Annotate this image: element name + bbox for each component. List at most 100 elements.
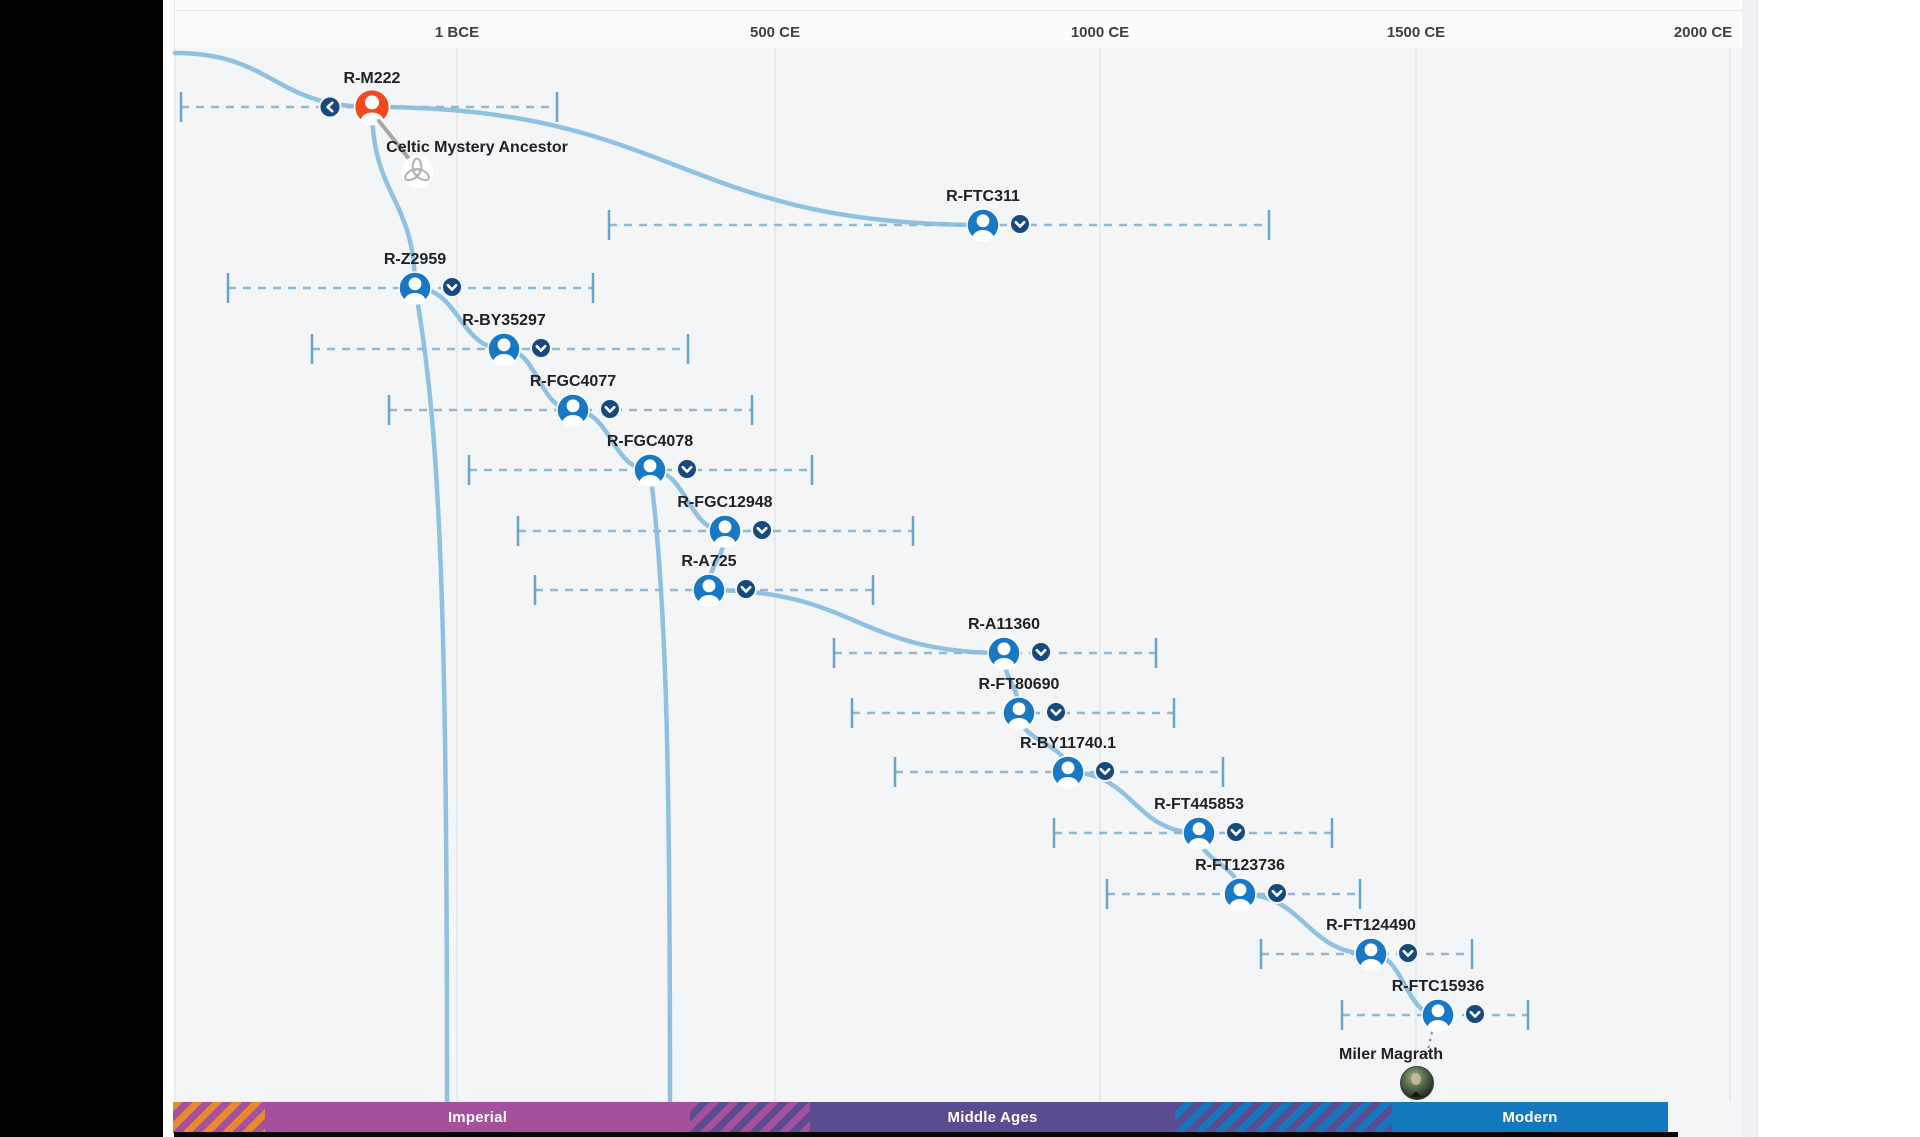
person-icon	[562, 399, 584, 426]
chevron-down-icon	[1271, 889, 1283, 897]
expand-button[interactable]	[1030, 641, 1052, 663]
haplogroup-node-R-FGC12948[interactable]	[708, 514, 742, 553]
tree-edge-offscreen-branch	[647, 469, 673, 1103]
chevron-down-icon	[1469, 1010, 1481, 1018]
haplogroup-node-R-FT80690[interactable]	[1002, 696, 1036, 735]
chevron-down-icon	[1402, 949, 1414, 957]
haplogroup-label: R-Z2959	[384, 251, 446, 268]
haplogroup-node-R-A725[interactable]	[692, 573, 726, 612]
chevron-down-icon	[1050, 708, 1062, 716]
haplogroup-label: R-M222	[344, 70, 401, 87]
confidence-whisker	[832, 638, 1158, 668]
tree-edge	[706, 587, 1007, 656]
haplogroup-node-R-Z2959[interactable]	[398, 271, 432, 310]
tree-edge	[1065, 769, 1202, 836]
haplogroup-node-R-M222[interactable]	[353, 88, 391, 132]
confidence-whisker	[850, 698, 1176, 728]
haplogroup-node-R-FTC311[interactable]	[966, 208, 1000, 247]
haplogroup-label: R-FTC15936	[1392, 978, 1485, 995]
person-icon	[360, 95, 384, 125]
person-icon	[714, 520, 736, 547]
miler-magrath-avatar[interactable]	[1400, 1066, 1434, 1100]
haplogroup-label: R-BY11740.1	[1020, 735, 1116, 752]
haplogroup-label: R-FTC311	[946, 188, 1020, 205]
expand-button[interactable]	[530, 337, 552, 359]
tree-edge	[1237, 891, 1374, 957]
right-scroll-gutter[interactable]	[1742, 0, 1758, 1137]
haplogroup-node-R-BY35297[interactable]	[487, 332, 521, 371]
axis-tick-label: 2000 CE	[1673, 24, 1733, 41]
chevron-down-icon	[535, 344, 547, 352]
era-label: Modern	[1502, 1109, 1558, 1126]
person-icon	[1427, 1004, 1449, 1031]
expand-button[interactable]	[751, 519, 773, 541]
person-icon	[1360, 943, 1382, 970]
haplogroup-label: R-BY35297	[462, 312, 546, 329]
expand-button[interactable]	[1464, 1003, 1486, 1025]
tree-edge-inbound	[172, 50, 375, 110]
tree-edge	[369, 104, 986, 228]
haplogroup-label: R-FGC4077	[530, 373, 616, 390]
expand-button[interactable]	[1094, 760, 1116, 782]
chevron-down-icon	[1230, 828, 1242, 836]
haplogroup-label: R-FT123736	[1195, 857, 1285, 874]
chevron-down-icon	[1099, 767, 1111, 775]
confidence-whisker	[607, 210, 1271, 240]
haplogroup-node-R-FTC15936[interactable]	[1421, 998, 1455, 1037]
chevron-down-icon	[681, 465, 693, 473]
expand-button[interactable]	[1397, 942, 1419, 964]
era-segment-middle-ages: Middle Ages	[810, 1102, 1175, 1133]
haplogroup-node-R-BY11740.1[interactable]	[1051, 755, 1085, 794]
haplogroup-node-R-FT124490[interactable]	[1354, 937, 1388, 976]
chevron-left-icon	[326, 101, 334, 113]
timeline-panel	[175, 0, 1742, 1137]
descendant-connector	[1425, 1031, 1433, 1060]
axis-header	[175, 0, 1742, 48]
haplogroup-label: R-FT80690	[979, 676, 1060, 693]
person-icon	[639, 459, 661, 486]
haplogroup-label: R-FGC4078	[607, 433, 693, 450]
chevron-down-icon	[446, 283, 458, 291]
expand-button[interactable]	[1045, 701, 1067, 723]
bottom-black-strip	[174, 1132, 1678, 1137]
confidence-whisker	[893, 757, 1225, 787]
person-icon	[972, 214, 994, 241]
era-transition-hatch	[173, 1102, 265, 1133]
haplogroup-label: R-FT124490	[1326, 917, 1416, 934]
axis-tick-label: 500 CE	[749, 24, 801, 41]
descendant-callout-label: Miler Magrath	[1339, 1046, 1443, 1063]
axis-tick-label: 1500 CE	[1386, 24, 1446, 41]
person-icon	[404, 277, 426, 304]
person-icon	[1188, 822, 1210, 849]
header-divider	[175, 10, 1742, 11]
chevron-down-icon	[756, 526, 768, 534]
era-label: Middle Ages	[947, 1109, 1038, 1126]
triquetra-icon[interactable]	[401, 156, 433, 188]
haplogroup-label: R-A725	[681, 553, 736, 570]
person-icon	[1229, 883, 1251, 910]
expand-button[interactable]	[735, 578, 757, 600]
person-icon	[698, 579, 720, 606]
axis-tick-label: 1 BCE	[434, 24, 480, 41]
person-icon	[993, 642, 1015, 669]
expand-button[interactable]	[441, 276, 463, 298]
chevron-down-icon	[604, 405, 616, 413]
era-transition-hatch	[1175, 1102, 1392, 1133]
expand-button[interactable]	[1225, 821, 1247, 843]
expand-button[interactable]	[1009, 213, 1031, 235]
haplogroup-node-R-A11360[interactable]	[987, 636, 1021, 675]
expand-button[interactable]	[599, 398, 621, 420]
haplogroup-node-R-FT445853[interactable]	[1182, 816, 1216, 855]
haplogroup-node-R-FGC4078[interactable]	[633, 453, 667, 492]
chevron-down-icon	[1014, 220, 1026, 228]
haplogroup-node-R-FT123736[interactable]	[1223, 877, 1257, 916]
chevron-down-icon	[1035, 648, 1047, 656]
collapse-button[interactable]	[318, 95, 342, 119]
person-icon	[493, 338, 515, 365]
expand-button[interactable]	[676, 458, 698, 480]
haplogroup-node-R-FGC4077[interactable]	[556, 393, 590, 432]
era-segment-modern: Modern	[1392, 1102, 1668, 1133]
expand-button[interactable]	[1266, 882, 1288, 904]
